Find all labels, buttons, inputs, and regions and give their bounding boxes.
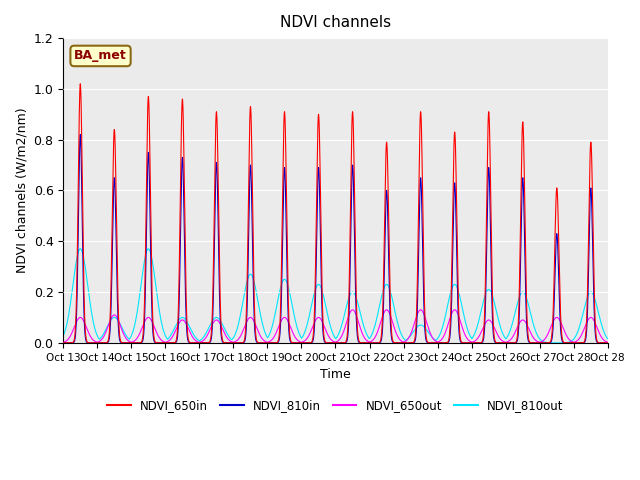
Title: NDVI channels: NDVI channels (280, 15, 391, 30)
Y-axis label: NDVI channels (W/m2/nm): NDVI channels (W/m2/nm) (15, 108, 28, 273)
Legend: NDVI_650in, NDVI_810in, NDVI_650out, NDVI_810out: NDVI_650in, NDVI_810in, NDVI_650out, NDV… (102, 395, 568, 417)
X-axis label: Time: Time (320, 368, 351, 381)
Text: BA_met: BA_met (74, 49, 127, 62)
